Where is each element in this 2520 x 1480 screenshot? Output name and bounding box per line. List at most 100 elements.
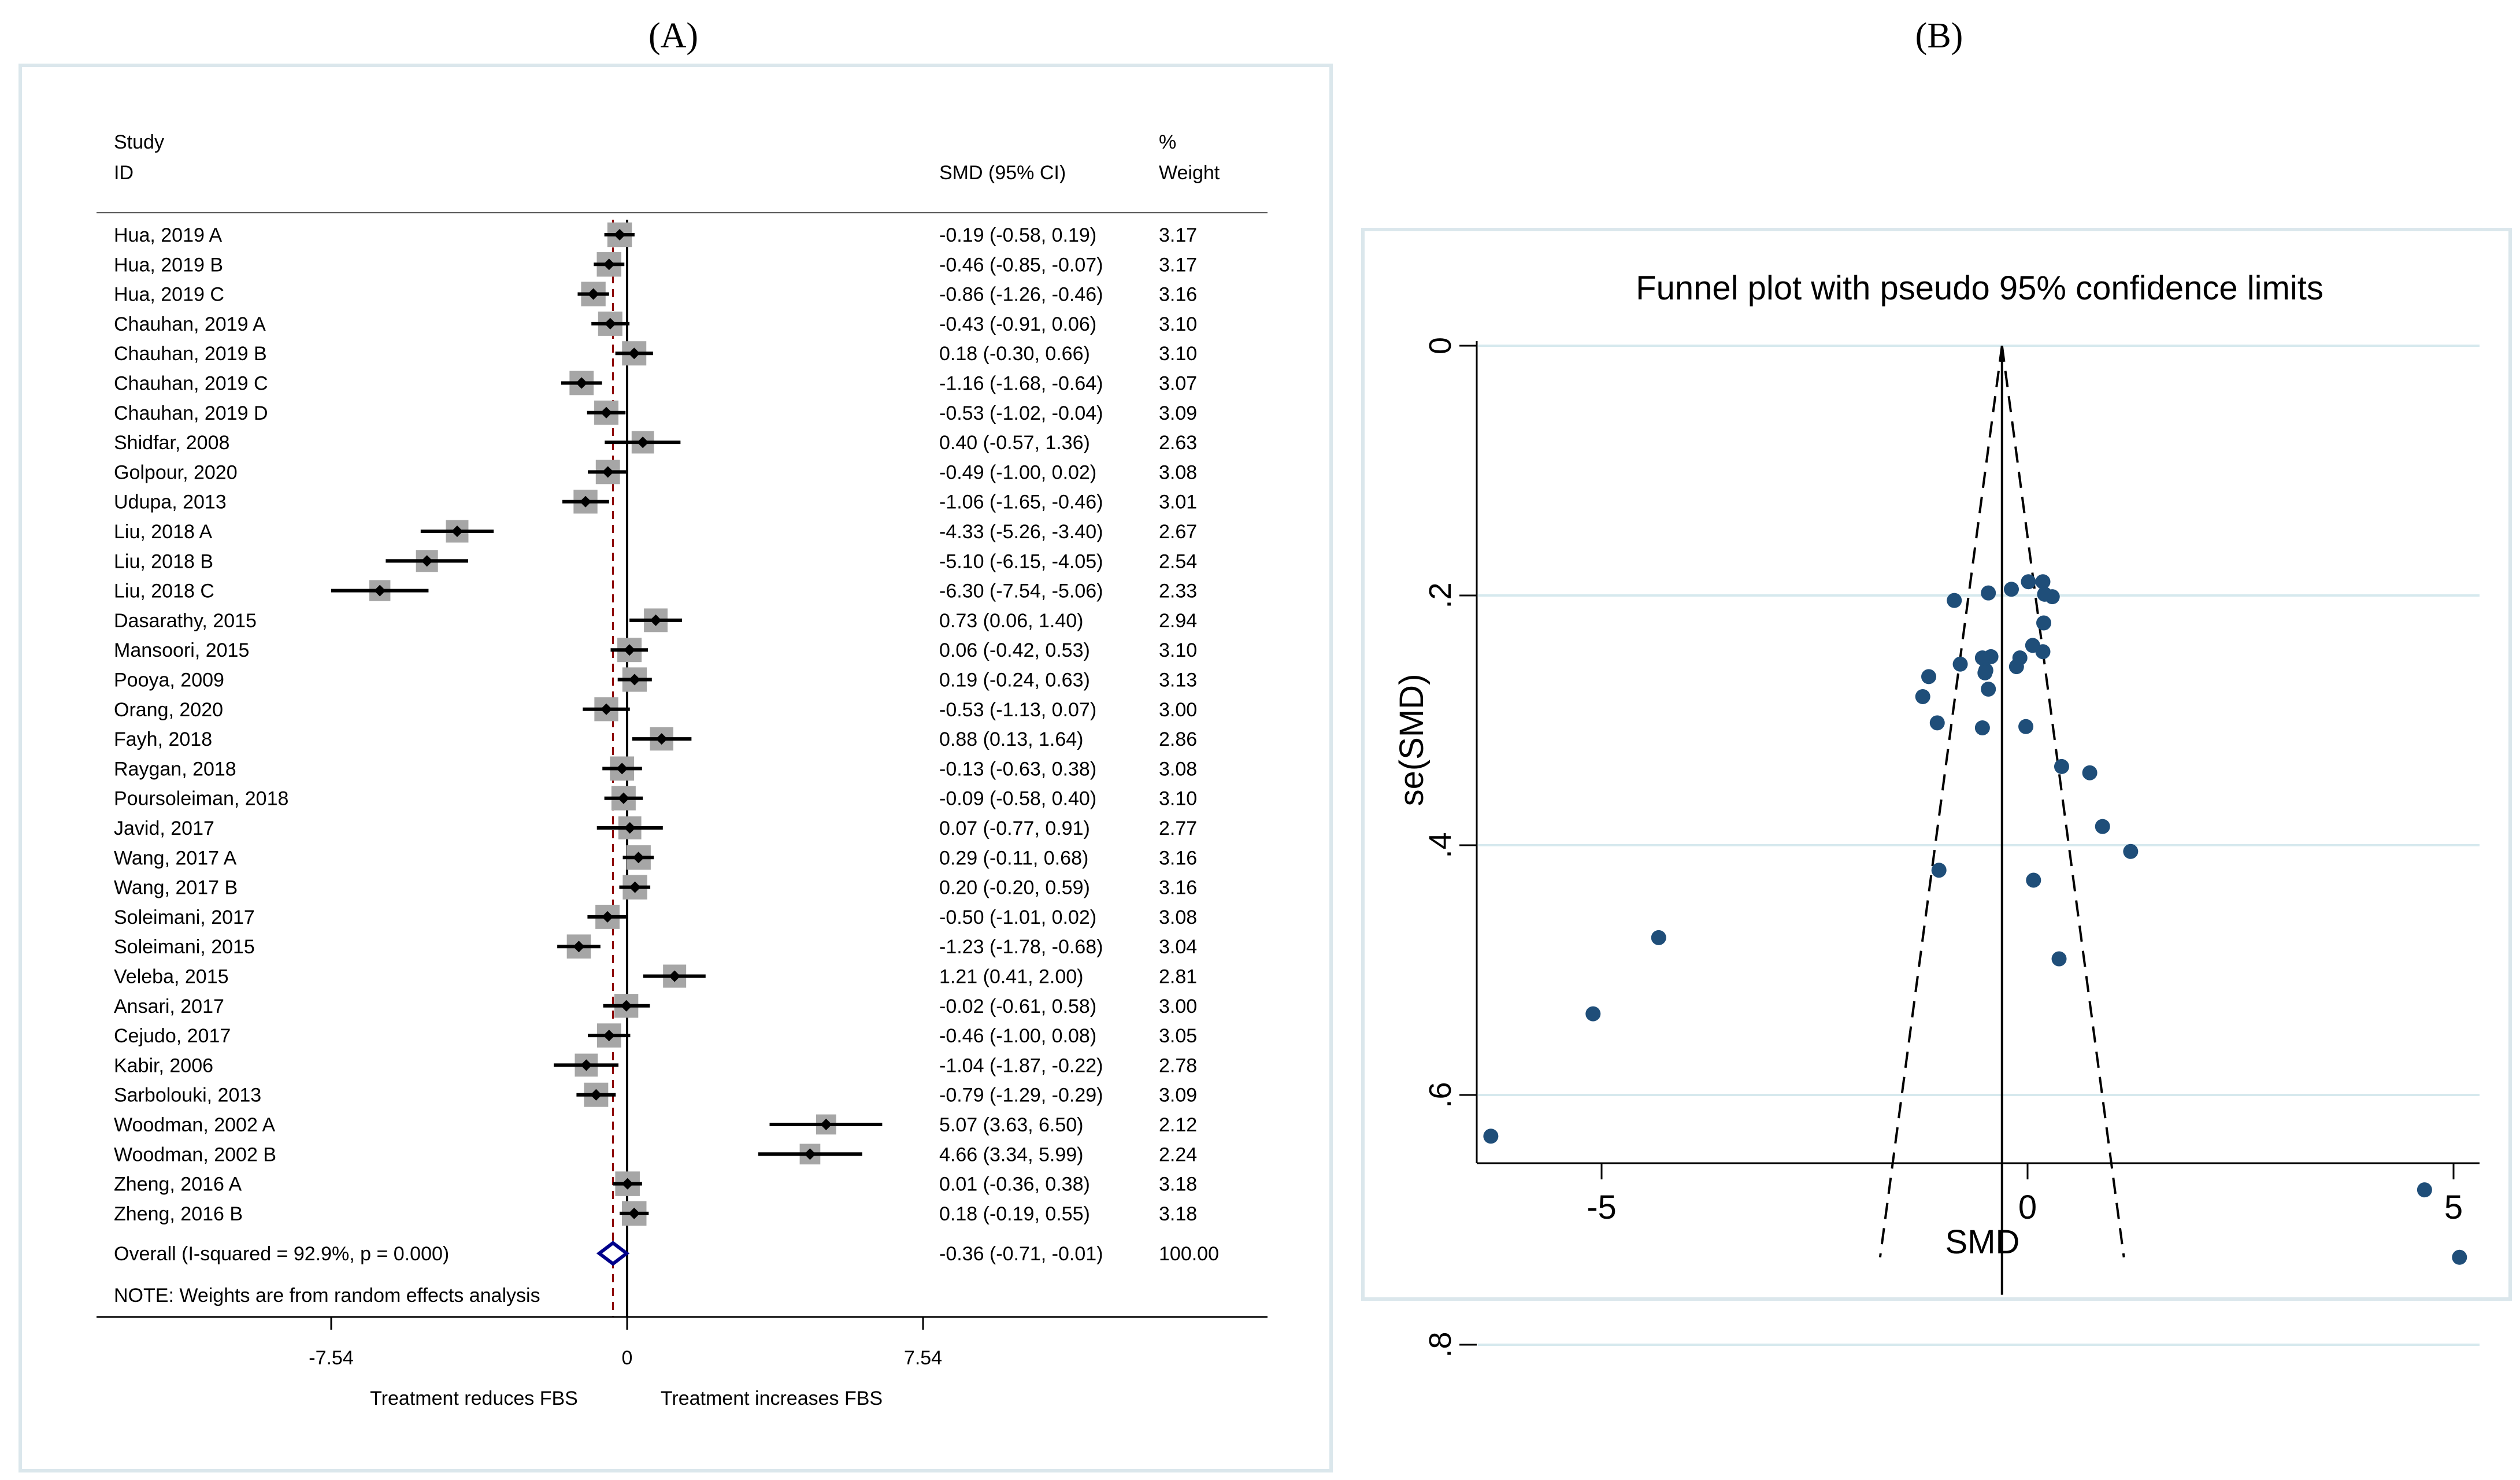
point-estimate [621,1178,633,1190]
study-ci-text: -5.10 (-6.15, -4.05) [939,550,1103,572]
point-estimate [603,1030,615,1042]
study-weight: 3.17 [1159,254,1197,276]
study-weight: 3.09 [1159,402,1197,424]
study-weight: 3.10 [1159,639,1197,661]
study-label: Liu, 2018 C [114,580,214,602]
study-ci-text: -0.50 (-1.01, 0.02) [939,906,1096,928]
point-estimate [573,941,585,953]
funnel-point [2003,582,2019,597]
study-label: Woodman, 2002 B [114,1144,276,1166]
funnel-point [1981,585,1996,601]
study-weight: 3.00 [1159,699,1197,721]
point-estimate [614,229,626,240]
point-estimate [629,881,641,893]
study-label: Orang, 2020 [114,699,223,721]
funnel-x-tick-label: 5 [2444,1189,2463,1226]
point-estimate [624,644,636,656]
point-estimate [601,406,613,419]
funnel-y-tick-label: .8 [1423,1331,1458,1357]
study-ci-text: -0.86 (-1.26, -0.46) [939,284,1103,306]
study-ci-text: -0.02 (-0.61, 0.58) [939,996,1096,1018]
point-estimate [603,258,615,271]
study-ci-text: 0.88 (0.13, 1.64) [939,728,1084,750]
point-estimate [601,703,613,715]
study-weight: 3.18 [1159,1203,1197,1225]
funnel-point [1651,930,1666,945]
funnel-y-tick-label: 0 [1423,337,1458,354]
study-weight: 3.18 [1159,1174,1197,1196]
funnel-point [2025,638,2040,653]
study-label: Veleba, 2015 [114,966,229,988]
funnel-xlabel: SMD [1945,1223,2020,1261]
funnel-point [1974,650,1990,665]
study-label: Udupa, 2013 [114,491,227,513]
study-ci-text: -0.46 (-1.00, 0.08) [939,1025,1096,1047]
study-weight: 3.05 [1159,1025,1197,1047]
study-weight: 2.24 [1159,1144,1197,1166]
study-label: Dasarathy, 2015 [114,610,257,632]
point-estimate [655,733,668,745]
funnel-point [2452,1249,2467,1265]
point-estimate [632,852,644,864]
study-ci-text: -0.13 (-0.63, 0.38) [939,758,1096,780]
study-ci-text: -1.06 (-1.65, -0.46) [939,491,1103,513]
point-estimate [451,526,463,537]
study-label: Hua, 2019 B [114,254,223,276]
study-weight: 3.10 [1159,343,1197,365]
favors-right-label: Treatment increases FBS [661,1388,883,1409]
point-estimate [576,377,588,389]
point-estimate [820,1119,832,1130]
study-weight: 3.08 [1159,906,1197,928]
funnel-point [2051,951,2067,967]
funnel-point [1585,1006,1601,1022]
point-estimate [620,1000,632,1012]
study-ci-text: 0.01 (-0.36, 0.38) [939,1174,1090,1196]
study-weight: 3.04 [1159,936,1197,958]
study-label: Liu, 2018 B [114,550,213,572]
point-estimate [628,674,640,686]
study-weight: 2.54 [1159,550,1197,572]
header-pct: % [1159,131,1176,153]
study-label: Chauhan, 2019 C [114,373,268,395]
funnel-point [1952,656,1968,672]
study-label: Hua, 2019 C [114,284,224,306]
study-label: Pooya, 2009 [114,669,224,691]
study-ci-text: 0.29 (-0.11, 0.68) [939,847,1088,869]
study-weight: 3.08 [1159,461,1197,483]
funnel-point [1977,665,1993,680]
funnel-point [1947,593,1962,608]
study-ci-text: 0.73 (0.06, 1.40) [939,610,1084,632]
study-weight: 3.16 [1159,284,1197,306]
study-weight: 3.10 [1159,313,1197,335]
header-weight: Weight [1159,162,1220,184]
study-label: Liu, 2018 A [114,521,212,543]
point-estimate [616,763,628,775]
funnel-point [1921,669,1937,684]
study-weight: 2.67 [1159,521,1197,543]
point-estimate [624,822,636,834]
funnel-point [2035,574,2051,590]
funnel-point [2082,765,2097,780]
study-weight: 3.01 [1159,491,1197,513]
study-weight: 2.81 [1159,966,1197,988]
study-ci-text: 0.20 (-0.20, 0.59) [939,877,1090,899]
funnel-point [1974,720,1990,735]
overall-diamond [596,1241,630,1266]
study-label: Javid, 2017 [114,817,214,839]
point-estimate [587,288,599,300]
study-label: Kabir, 2006 [114,1054,213,1076]
overall-label: Overall (I-squared = 92.9%, p = 0.000) [114,1243,449,1265]
funnel-point [2054,758,2069,774]
point-estimate [637,436,649,449]
funnel-plot: Funnel plot with pseudo 95% confidence l… [1393,269,2480,1358]
study-weight: 3.10 [1159,788,1197,810]
study-label: Wang, 2017 A [114,847,237,869]
study-weight: 3.00 [1159,996,1197,1018]
panel-label-b: (B) [1915,16,1963,56]
funnel-title: Funnel plot with pseudo 95% confidence l… [1636,269,2323,307]
study-weight: 3.09 [1159,1085,1197,1107]
funnel-point [2037,586,2052,602]
study-ci-text: 0.19 (-0.24, 0.63) [939,669,1090,691]
study-ci-text: -4.33 (-5.26, -3.40) [939,521,1103,543]
study-ci-text: 5.07 (3.63, 6.50) [939,1114,1084,1136]
